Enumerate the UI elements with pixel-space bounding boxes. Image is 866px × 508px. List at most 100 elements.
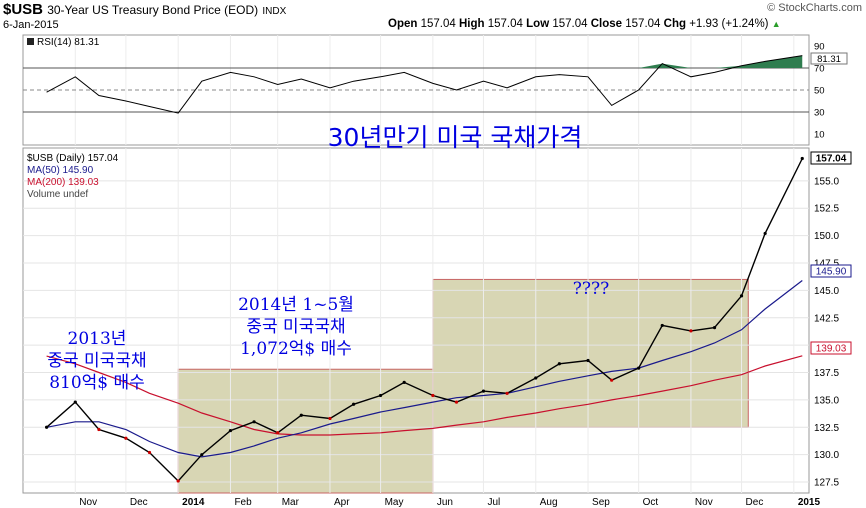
low-label: Low xyxy=(526,18,550,30)
price-point xyxy=(610,378,614,382)
rsi-tick-label: 50 xyxy=(814,86,825,97)
close-label: Close xyxy=(590,18,623,30)
price-point xyxy=(252,420,256,424)
chart-symbol-line: $USB 30-Year US Treasury Bond Price (EOD… xyxy=(3,1,286,18)
price-point xyxy=(200,453,204,457)
annotation-question: ???? xyxy=(573,279,609,299)
title-annotation: 30년만기 미국 국채가격 xyxy=(328,123,583,152)
price-legend: $USB (Daily) 157.04 MA(50) 145.90 MA(200… xyxy=(27,153,119,200)
annotation-2014-line1: 2014년 1~5월 xyxy=(238,295,354,315)
price-point xyxy=(739,294,744,298)
shaded-region xyxy=(432,278,749,428)
low-value: 157.04 xyxy=(552,18,588,30)
price-points xyxy=(45,156,804,483)
legend-ma200: MA(200) 139.03 xyxy=(27,177,99,188)
rsi-tick-label: 70 xyxy=(814,64,825,75)
price-point xyxy=(505,391,509,395)
rsi-tick-label: 90 xyxy=(814,42,825,53)
rsi-tick-label: 30 xyxy=(814,108,825,119)
annotation-2014-line3: 1,072억$ 매수 xyxy=(240,339,352,359)
legend-volume: Volume undef xyxy=(27,189,88,200)
annotation-2013-line3: 810억$ 매수 xyxy=(49,373,145,393)
symbol: $USB xyxy=(3,1,44,18)
price-tick-label: 142.5 xyxy=(814,313,839,324)
price-point xyxy=(299,413,303,417)
x-tick-label: Dec xyxy=(746,497,764,508)
symbol-description: 30-Year US Treasury Bond Price (EOD) xyxy=(47,3,259,17)
x-tick-label: Oct xyxy=(643,497,659,508)
rsi-panel: 90 70 50 30 10 RSI(14) 81.31 81.31 xyxy=(22,34,848,146)
x-tick-label: Sep xyxy=(592,497,610,508)
price-tick-label: 127.5 xyxy=(814,478,839,489)
x-tick-label: Mar xyxy=(282,497,300,508)
x-tick-labels: Nov Dec 2014 Feb Mar Apr May Jun Jul Aug Sep Oct Nov… xyxy=(79,497,820,508)
chg-label: Chg xyxy=(663,18,687,30)
x-tick-label: Jun xyxy=(437,497,453,508)
price-tick-label: 150.0 xyxy=(814,231,839,242)
price-tick-label: 147.5 xyxy=(814,259,839,270)
price-point xyxy=(328,416,332,421)
rsi-legend-text: RSI(14) 81.31 xyxy=(37,37,100,48)
price-point xyxy=(402,380,406,384)
x-tick-label: Nov xyxy=(79,497,97,508)
price-tick-label: 145.0 xyxy=(814,286,839,297)
rsi-line xyxy=(46,55,803,114)
price-point xyxy=(586,358,590,363)
annotation-2013: 2013년 중국 미국국채 810억$ 매수 xyxy=(47,329,146,393)
up-arrow-icon: ▲ xyxy=(771,19,781,29)
price-panel: 155.0152.5150.0147.5145.0142.5140.0137.5… xyxy=(22,123,852,508)
rsi-tick-labels: 90 70 50 30 10 xyxy=(814,42,825,141)
price-tick-label: 152.5 xyxy=(814,204,839,215)
price-point xyxy=(45,425,49,429)
price-point xyxy=(763,231,767,236)
ma50-box xyxy=(810,264,852,278)
price-point xyxy=(228,428,233,433)
price-point xyxy=(97,427,101,432)
chart-date: 6-Jan-2015 xyxy=(3,19,59,31)
rsi-current-value: 81.31 xyxy=(817,54,841,65)
price-point xyxy=(351,402,356,406)
legend-ma50: MA(50) 145.90 xyxy=(27,165,94,176)
ma50-line xyxy=(46,280,803,458)
last-price-box xyxy=(810,151,852,165)
open-value: 157.04 xyxy=(420,18,456,30)
price-point xyxy=(276,431,280,435)
x-tick-label: Feb xyxy=(234,497,252,508)
ma200-box xyxy=(810,341,852,355)
chg-value: +1.93 (+1.24%) xyxy=(689,18,769,30)
rsi-overbought-fill xyxy=(638,55,803,68)
brand-watermark: © StockCharts.com xyxy=(767,2,862,14)
price-point xyxy=(660,323,664,328)
last-price-value: 157.04 xyxy=(816,154,847,165)
rsi-legend-icon xyxy=(27,38,34,45)
x-tick-label: 2015 xyxy=(798,497,821,508)
chart-header: $USB 30-Year US Treasury Bond Price (EOD… xyxy=(0,0,866,34)
price-point xyxy=(712,326,717,330)
high-label: High xyxy=(458,18,485,30)
price-tick-label: 155.0 xyxy=(814,176,839,187)
x-tick-label: 2014 xyxy=(182,497,205,508)
price-point xyxy=(481,389,486,393)
annotation-2013-line1: 2013년 xyxy=(68,329,127,349)
price-tick-labels: 155.0152.5150.0147.5145.0142.5140.0137.5… xyxy=(814,176,839,488)
rsi-legend: RSI(14) 81.31 xyxy=(27,37,100,48)
price-point xyxy=(557,362,561,366)
price-point xyxy=(378,393,383,398)
price-tick-label: 132.5 xyxy=(814,423,839,434)
price-point xyxy=(147,450,152,455)
x-tick-label: Nov xyxy=(695,497,713,508)
price-point xyxy=(689,329,693,333)
price-point xyxy=(73,400,77,404)
rsi-gridlines xyxy=(23,35,809,145)
price-point xyxy=(800,156,804,161)
legend-price: $USB (Daily) 157.04 xyxy=(27,153,119,164)
x-tick-label: Dec xyxy=(130,497,148,508)
close-value: 157.04 xyxy=(625,18,661,30)
x-tick-label: Jul xyxy=(487,497,500,508)
price-point xyxy=(637,366,641,370)
price-point xyxy=(454,400,459,404)
x-tick-label: Apr xyxy=(334,497,350,508)
price-line xyxy=(46,158,803,483)
price-tick-label: 130.0 xyxy=(814,450,839,461)
ma50-box-value: 145.90 xyxy=(816,267,847,278)
